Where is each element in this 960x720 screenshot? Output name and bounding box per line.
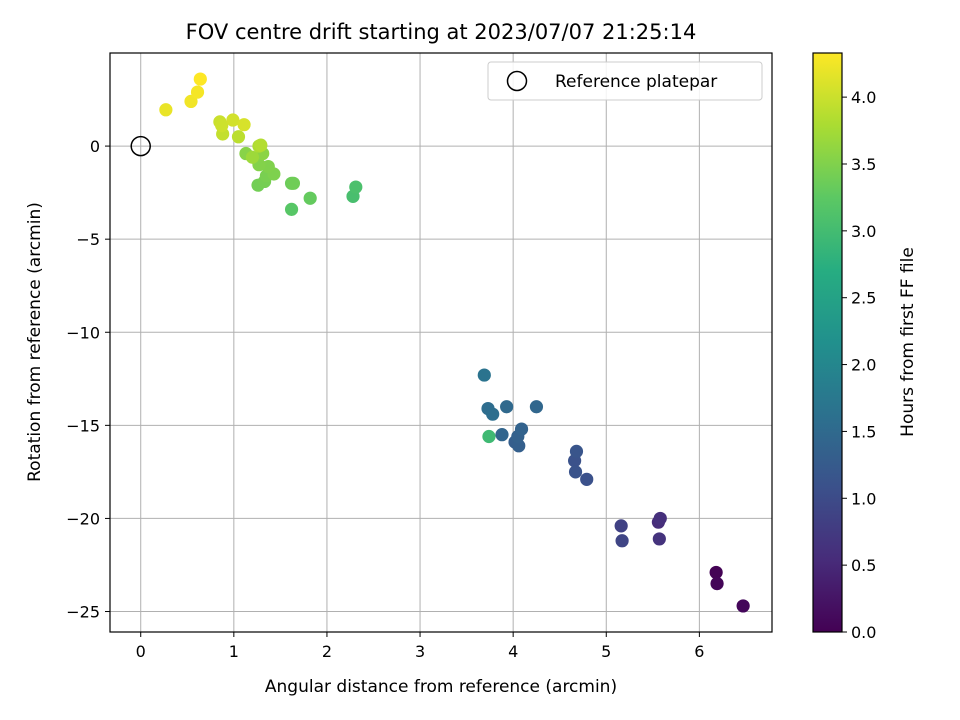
y-axis-label: Rotation from reference (arcmin) — [25, 202, 45, 482]
data-point — [254, 138, 268, 152]
y-axis-ticks: 0 −5 −10 −15 −20 −25 — [66, 137, 110, 622]
data-point — [710, 576, 724, 591]
data-point — [349, 180, 363, 194]
data-point — [226, 113, 240, 127]
data-point — [231, 130, 246, 144]
x-axis-label: Angular distance from reference (arcmin) — [265, 677, 617, 697]
x-axis-ticks: 0 1 2 3 4 5 6 — [136, 632, 704, 661]
data-point — [653, 511, 667, 526]
colorbar-gradient — [813, 53, 842, 632]
legend-box — [487, 61, 763, 101]
x-tick-label: 2 — [322, 642, 332, 661]
legend: Reference platepar — [487, 61, 763, 101]
y-tick-label: −20 — [66, 509, 100, 528]
colorbar-tick-label: 3.5 — [851, 155, 876, 174]
colorbar-tick-label: 0.0 — [851, 623, 876, 642]
data-point — [615, 534, 629, 548]
legend-label: Reference platepar — [555, 72, 717, 92]
y-tick-label: −5 — [76, 230, 100, 249]
chart-title: FOV centre drift starting at 2023/07/07 … — [186, 20, 697, 44]
x-tick-label: 1 — [229, 642, 239, 661]
colorbar-ticks: 0.0 0.5 1.0 1.5 2.0 2.5 3.0 3.5 4.0 — [842, 88, 876, 642]
y-tick-label: −25 — [66, 603, 100, 622]
colorbar-tick-label: 1.0 — [851, 489, 876, 508]
data-point — [529, 400, 544, 414]
colorbar-tick-label: 3.0 — [851, 222, 876, 241]
colorbar-tick-label: 2.0 — [851, 356, 876, 375]
colorbar-tick-label: 0.5 — [851, 556, 876, 575]
x-tick-label: 6 — [694, 642, 704, 661]
data-point — [286, 176, 301, 190]
colorbar-tick-label: 4.0 — [851, 88, 876, 107]
y-tick-label: −15 — [66, 416, 100, 435]
data-point — [193, 72, 207, 86]
colorbar: 0.0 0.5 1.0 1.5 2.0 2.5 3.0 3.5 4.0 Hours from f… — [812, 52, 918, 642]
data-point — [736, 599, 750, 613]
data-point — [486, 407, 500, 421]
reference-marker-layer — [130, 135, 151, 157]
data-point — [580, 472, 594, 486]
data-point — [614, 519, 628, 533]
x-tick-label: 3 — [415, 642, 425, 661]
data-point — [237, 118, 251, 132]
data-point — [284, 202, 299, 216]
data-point — [568, 465, 583, 479]
data-point — [184, 94, 198, 109]
scatter-points — [159, 72, 750, 613]
data-point — [652, 532, 666, 546]
data-point — [709, 565, 723, 580]
data-point — [159, 103, 173, 117]
x-tick-label: 5 — [601, 642, 611, 661]
data-point — [495, 428, 509, 442]
x-tick-label: 4 — [508, 642, 518, 661]
data-point — [245, 150, 260, 164]
plot-frame — [109, 52, 773, 633]
data-point — [215, 119, 229, 133]
legend-marker-icon — [506, 70, 528, 92]
y-tick-label: 0 — [90, 137, 100, 156]
data-point — [500, 400, 514, 414]
colorbar-tick-label: 2.5 — [851, 289, 876, 308]
data-point — [303, 191, 317, 205]
colorbar-tick-label: 1.5 — [851, 422, 876, 441]
data-point — [190, 85, 205, 99]
colorbar-label: Hours from first FF file — [898, 247, 918, 437]
data-point — [477, 368, 491, 382]
grid — [110, 53, 772, 632]
reference-marker — [130, 135, 151, 157]
y-tick-label: −10 — [66, 323, 100, 342]
data-point — [514, 422, 529, 436]
colorbar-frame — [812, 52, 843, 633]
x-tick-label: 0 — [136, 642, 146, 661]
data-point — [569, 444, 584, 459]
data-point — [482, 429, 496, 444]
